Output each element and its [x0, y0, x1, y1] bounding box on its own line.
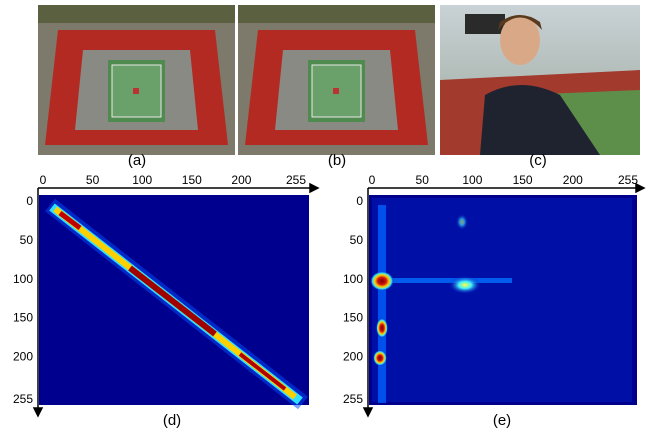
photo-b [238, 5, 435, 155]
x-tick-label: 50 [416, 173, 430, 187]
photo-a [38, 5, 235, 155]
x-tick-label: 200 [231, 173, 251, 187]
y-tick-label: 0 [26, 194, 33, 208]
panel-label: (b) [328, 152, 346, 169]
panel-label: (e) [493, 412, 511, 429]
x-tick-label: 100 [462, 173, 482, 187]
figure: (a) (b) (c) 0 50 100 150 200 255 0 50 100 150 200 2… [0, 0, 656, 433]
y-tick-label: 150 [13, 311, 33, 325]
x-tick-label: 200 [563, 173, 583, 187]
x-tick-label: 100 [132, 173, 152, 187]
y-tick-label: 50 [350, 233, 364, 247]
y-tick-label: 150 [343, 311, 363, 325]
heatmap-e [369, 195, 637, 405]
heatmap-d [39, 195, 309, 405]
panel-label: (a) [128, 152, 146, 169]
x-tick-label: 150 [182, 173, 202, 187]
panel-label: (d) [163, 412, 181, 429]
y-tick-label: 100 [13, 272, 33, 286]
x-tick-label: 150 [513, 173, 533, 187]
y-tick-label: 0 [356, 194, 363, 208]
x-tick-label: 50 [86, 173, 100, 187]
x-tick-label: 255 [286, 173, 306, 187]
x-tick-label: 255 [618, 173, 638, 187]
panel-label: (c) [529, 152, 547, 169]
photo-c [440, 5, 640, 155]
y-tick-label: 50 [20, 233, 34, 247]
y-tick-label: 200 [13, 349, 33, 363]
y-tick-label: 255 [343, 392, 363, 406]
x-tick-label: 0 [369, 173, 376, 187]
y-tick-label: 100 [343, 272, 363, 286]
y-tick-label: 200 [343, 349, 363, 363]
y-tick-label: 255 [13, 392, 33, 406]
x-tick-label: 0 [40, 173, 47, 187]
